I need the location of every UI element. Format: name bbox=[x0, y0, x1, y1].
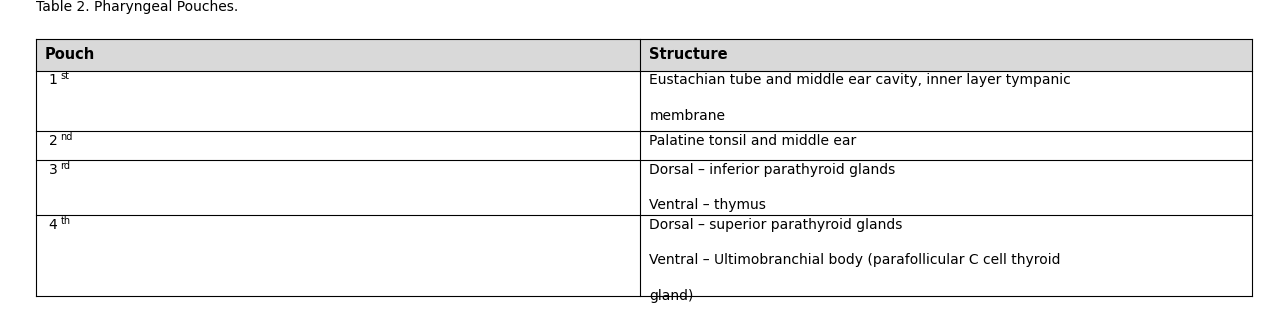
Text: 2: 2 bbox=[49, 134, 58, 148]
Text: Table 2. Pharyngeal Pouches.: Table 2. Pharyngeal Pouches. bbox=[36, 0, 239, 14]
Text: Dorsal – inferior parathyroid glands: Dorsal – inferior parathyroid glands bbox=[650, 163, 895, 177]
Text: Ventral – Ultimobranchial body (parafollicular C cell thyroid: Ventral – Ultimobranchial body (parafoll… bbox=[650, 253, 1061, 267]
Text: membrane: membrane bbox=[650, 109, 725, 123]
Text: rd: rd bbox=[60, 161, 71, 171]
Text: Pouch: Pouch bbox=[45, 47, 95, 62]
Text: 3: 3 bbox=[49, 163, 58, 177]
Text: th: th bbox=[60, 216, 71, 226]
Bar bbox=[36, 39, 1252, 71]
Text: nd: nd bbox=[60, 132, 73, 142]
Text: 1: 1 bbox=[49, 73, 58, 87]
Text: 4: 4 bbox=[49, 218, 58, 232]
Text: st: st bbox=[60, 72, 69, 82]
Text: Dorsal – superior parathyroid glands: Dorsal – superior parathyroid glands bbox=[650, 218, 903, 232]
Text: Eustachian tube and middle ear cavity, inner layer tympanic: Eustachian tube and middle ear cavity, i… bbox=[650, 73, 1071, 87]
Text: Palatine tonsil and middle ear: Palatine tonsil and middle ear bbox=[650, 134, 856, 148]
Text: Ventral – thymus: Ventral – thymus bbox=[650, 198, 767, 212]
Text: gland): gland) bbox=[650, 289, 693, 303]
Text: Structure: Structure bbox=[650, 47, 728, 62]
